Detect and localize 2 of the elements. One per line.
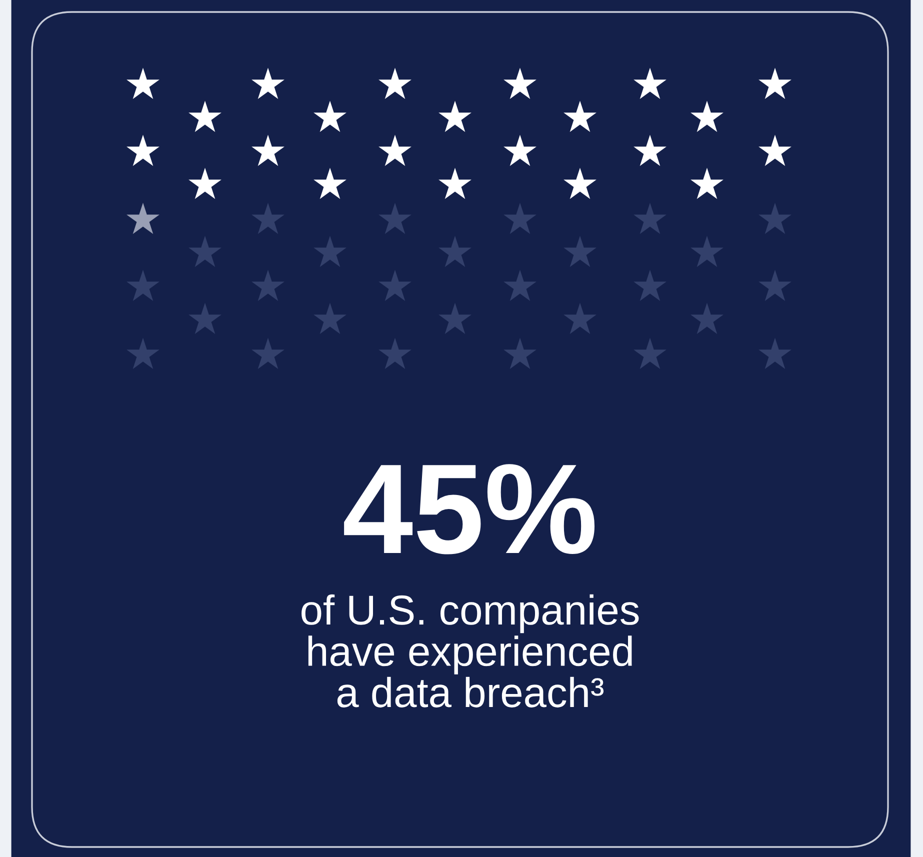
text: of U.S. companies have experienced a data breach³ [302,594,639,708]
data-label: 45% [344,464,595,554]
